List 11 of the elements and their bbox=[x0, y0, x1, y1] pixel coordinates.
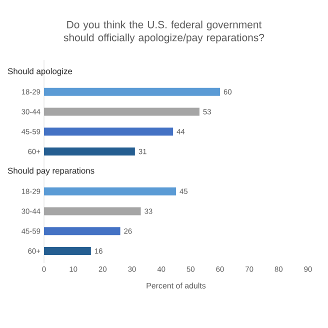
bar bbox=[44, 247, 91, 256]
bar bbox=[44, 148, 135, 156]
bar bbox=[44, 108, 200, 116]
bar bbox=[44, 88, 220, 96]
y-tick-label: Should apologize bbox=[8, 68, 72, 76]
bar bbox=[44, 207, 141, 216]
bar bbox=[44, 187, 176, 196]
y-tick-label: Should pay reparations bbox=[8, 168, 94, 176]
bar bbox=[44, 128, 174, 136]
bar bbox=[44, 227, 120, 236]
chart-title: Do you think the U.S. federal government should officially apologize/pay reparations? bbox=[64, 20, 264, 44]
